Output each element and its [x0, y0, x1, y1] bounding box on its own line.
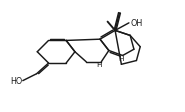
- Text: H: H: [118, 56, 124, 62]
- Text: H: H: [97, 62, 102, 68]
- Text: OH: OH: [130, 19, 142, 27]
- Text: HO: HO: [10, 76, 22, 85]
